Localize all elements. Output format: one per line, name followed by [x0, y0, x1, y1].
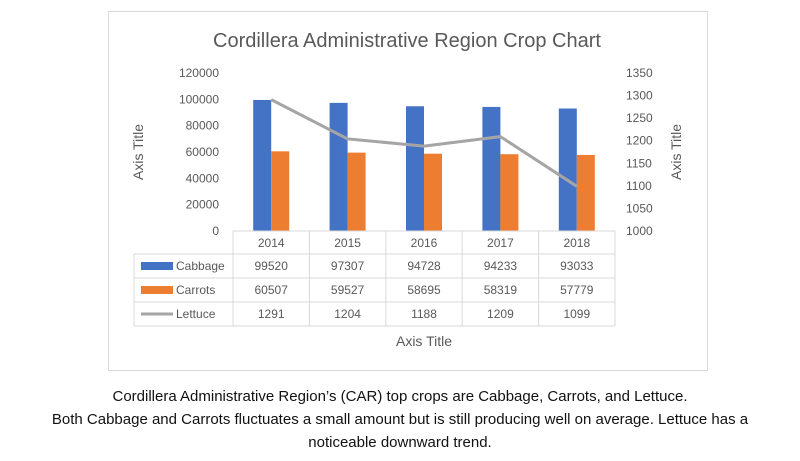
- data-label: 94233: [484, 259, 518, 273]
- y-tick-label: 40000: [186, 171, 220, 185]
- data-label: 99520: [255, 259, 289, 273]
- bar-cabbage: [406, 106, 424, 231]
- legend-key-cabbage: [141, 262, 173, 270]
- x-tick-label: 2018: [563, 236, 590, 250]
- bar-cabbage: [253, 99, 272, 231]
- x-tick-label: 2015: [334, 236, 361, 250]
- data-label: 1291: [258, 307, 285, 321]
- data-label: 58695: [407, 283, 441, 297]
- data-label: 1188: [411, 307, 437, 321]
- x-tick-label: 2014: [258, 236, 285, 250]
- y-axis-title: Axis Title: [130, 124, 146, 180]
- y-tick-label: 60000: [186, 145, 220, 159]
- data-label: 57779: [560, 283, 594, 297]
- caption-line-2: Both Cabbage and Carrots fluctuates a sm…: [51, 411, 749, 428]
- line-lettuce: [270, 98, 578, 188]
- y2-tick-label: 1300: [626, 89, 653, 103]
- data-label: 1204: [334, 307, 361, 321]
- data-label: 1099: [563, 307, 590, 321]
- bar-carrots: [347, 152, 366, 231]
- bar-cabbage: [329, 102, 348, 231]
- legend-label-carrots: Carrots: [176, 283, 215, 297]
- data-label: 1209: [487, 307, 514, 321]
- y-tick-label: 100000: [179, 92, 219, 106]
- data-label: 97307: [331, 259, 365, 273]
- chart-title: Cordillera Administrative Region Crop Ch…: [213, 30, 601, 52]
- y2-tick-label: 1100: [626, 179, 652, 193]
- y-tick-label: 80000: [186, 119, 220, 133]
- y2-tick-label: 1200: [626, 134, 653, 148]
- data-label: 58319: [484, 283, 518, 297]
- y2-tick-label: 1000: [626, 224, 653, 238]
- data-label: 59527: [331, 283, 365, 297]
- bar-cabbage: [482, 106, 501, 231]
- bar-carrots: [424, 153, 442, 231]
- y2-tick-label: 1250: [626, 111, 653, 125]
- y-tick-label: 0: [212, 224, 219, 238]
- y-tick-label: 120000: [179, 66, 219, 80]
- data-label: 94728: [407, 259, 441, 273]
- caption-line-3: noticeable downward trend.: [308, 434, 492, 451]
- y-tick-label: 20000: [186, 198, 220, 212]
- x-axis-title: Axis Title: [396, 333, 452, 349]
- x-tick-label: 2017: [487, 236, 514, 250]
- bar-carrots: [500, 154, 519, 231]
- legend-label-lettuce: Lettuce: [176, 307, 216, 321]
- bar-carrots: [576, 154, 595, 231]
- data-label: 60507: [255, 283, 289, 297]
- x-tick-label: 2016: [411, 236, 438, 250]
- chart-svg: Cordillera Administrative Region Crop Ch…: [130, 30, 684, 349]
- data-label: 93033: [560, 259, 594, 273]
- bar-cabbage: [558, 108, 577, 231]
- y2-tick-label: 1350: [626, 66, 653, 80]
- y2-axis-title: Axis Title: [668, 124, 684, 180]
- y2-tick-label: 1050: [626, 201, 653, 215]
- bar-carrots: [271, 151, 290, 231]
- legend-label-cabbage: Cabbage: [176, 259, 225, 273]
- legend-key-carrots: [141, 286, 173, 294]
- y2-tick-label: 1150: [626, 156, 652, 170]
- caption-line-1: Cordillera Administrative Region’s (CAR)…: [112, 388, 688, 405]
